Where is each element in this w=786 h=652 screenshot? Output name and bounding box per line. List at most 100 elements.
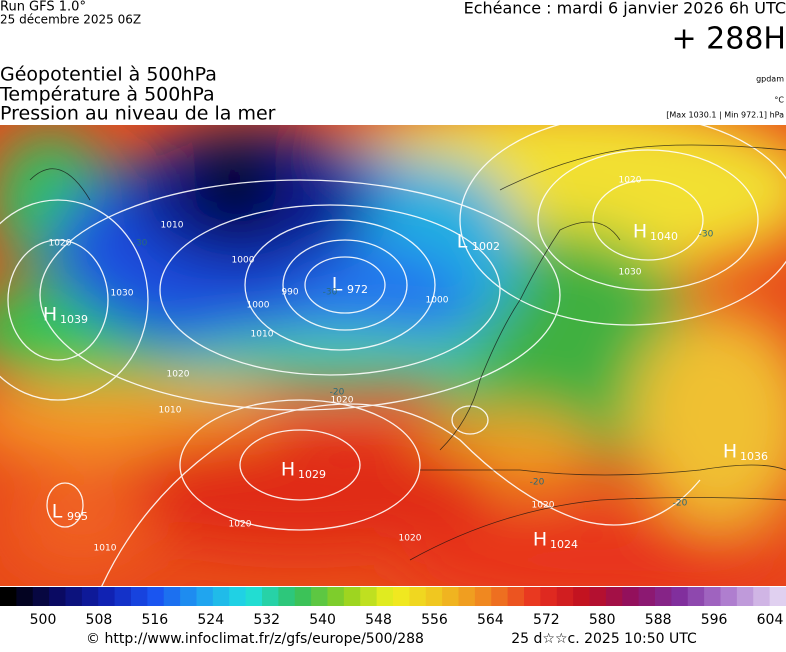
isobar-label: 1020 bbox=[532, 501, 555, 511]
isobar-label: 1010 bbox=[251, 330, 274, 340]
colorbar-label: 564 bbox=[477, 612, 504, 628]
colorbar-swatch bbox=[508, 587, 525, 606]
center-letter: L bbox=[52, 501, 63, 523]
colorbar-swatch bbox=[98, 587, 115, 606]
colorbar-label: 548 bbox=[365, 612, 392, 628]
colorbar-label: 572 bbox=[533, 612, 560, 628]
colorbar-label: 508 bbox=[86, 612, 113, 628]
map bbox=[0, 100, 786, 600]
center-pressure: 1040 bbox=[650, 230, 678, 243]
isobar-label: 1010 bbox=[159, 406, 182, 416]
unit-label: [Max 1030.1 | Min 972.1] hPa bbox=[666, 111, 784, 120]
colorbar-swatch bbox=[442, 587, 459, 606]
colorbar-swatch bbox=[622, 587, 639, 606]
isobar-label: 1020 bbox=[619, 176, 642, 186]
colorbar-swatch bbox=[557, 587, 574, 606]
temperature-label: -30 bbox=[699, 230, 714, 240]
footer-stamp: 25 d☆☆c. 2025 10:50 UTC bbox=[511, 631, 697, 647]
colorbar-swatch bbox=[328, 587, 345, 606]
colorbar-swatch bbox=[344, 587, 361, 606]
isobar-label: 1020 bbox=[49, 239, 72, 249]
isobar-label: 990 bbox=[281, 288, 298, 298]
colorbar-swatch bbox=[393, 587, 410, 606]
temperature-label: -30 bbox=[133, 239, 148, 249]
colorbar-swatch bbox=[360, 587, 377, 606]
lead-time: + 288H bbox=[672, 22, 786, 57]
run-date: 25 décembre 2025 06Z bbox=[0, 13, 141, 27]
colorbar-swatch bbox=[590, 587, 607, 606]
center-letter: H bbox=[723, 441, 737, 463]
colorbar-label: 580 bbox=[589, 612, 616, 628]
isobar-label: 1030 bbox=[619, 268, 642, 278]
colorbar-swatch bbox=[377, 587, 394, 606]
colorbar-swatch bbox=[262, 587, 279, 606]
isobar-label: 1030 bbox=[111, 289, 134, 299]
colorbar-swatch bbox=[475, 587, 492, 606]
colorbar-swatch bbox=[737, 587, 754, 606]
colorbar-swatch bbox=[229, 587, 246, 606]
center-pressure: 995 bbox=[67, 510, 88, 523]
colorbar-swatch bbox=[524, 587, 541, 606]
colorbar-swatch bbox=[688, 587, 705, 606]
isobar-label: 1000 bbox=[247, 301, 270, 311]
colorbar-swatch bbox=[180, 587, 197, 606]
center-letter: H bbox=[43, 304, 57, 326]
unit-label: gpdam bbox=[756, 75, 784, 84]
colorbar-swatch bbox=[409, 587, 426, 606]
colorbar-swatch bbox=[721, 587, 738, 606]
colorbar-label: 500 bbox=[30, 612, 57, 628]
center-pressure: 1024 bbox=[550, 538, 578, 551]
isobar-label: 1000 bbox=[426, 296, 449, 306]
temperature-label: -30 bbox=[323, 288, 338, 298]
field-title: Pression au niveau de la mer bbox=[0, 103, 276, 125]
center-letter: H bbox=[281, 459, 295, 481]
colorbar-swatch bbox=[770, 587, 786, 606]
colorbar-swatch bbox=[606, 587, 623, 606]
temperature-label: -20 bbox=[330, 388, 345, 398]
colorbar-swatch bbox=[115, 587, 132, 606]
colorbar-label: 556 bbox=[421, 612, 448, 628]
temperature-label: -20 bbox=[530, 478, 545, 488]
colorbar-swatch bbox=[704, 587, 721, 606]
unit-label: °C bbox=[774, 96, 784, 105]
colorbar-swatch bbox=[16, 587, 33, 606]
colorbar-swatch bbox=[540, 587, 557, 606]
isobar-label: 1010 bbox=[94, 544, 117, 554]
colorbar-swatch bbox=[671, 587, 688, 606]
center-pressure: 1029 bbox=[298, 468, 326, 481]
colorbar-swatch bbox=[278, 587, 295, 606]
colorbar-swatch bbox=[753, 587, 770, 606]
isobar-label: 1020 bbox=[229, 520, 252, 530]
colorbar-swatch bbox=[639, 587, 656, 606]
colorbar-swatch bbox=[295, 587, 312, 606]
center-pressure: 1002 bbox=[472, 240, 500, 253]
colorbar-swatch bbox=[164, 587, 181, 606]
colorbar-swatch bbox=[0, 587, 17, 606]
isobar-label: 1000 bbox=[232, 256, 255, 266]
colorbar-swatch bbox=[197, 587, 214, 606]
colorbar-label: 524 bbox=[197, 612, 224, 628]
colorbar-label: 532 bbox=[253, 612, 280, 628]
colorbar-swatch bbox=[213, 587, 230, 606]
colorbar-swatch bbox=[49, 587, 66, 606]
isobar-label: 1020 bbox=[399, 534, 422, 544]
colorbar-swatch bbox=[426, 587, 443, 606]
temperature-label: -20 bbox=[673, 499, 688, 509]
colorbar-swatch bbox=[311, 587, 328, 606]
center-letter: H bbox=[533, 529, 547, 551]
center-pressure: 1039 bbox=[60, 313, 88, 326]
isobar-label: 1020 bbox=[167, 370, 190, 380]
center-pressure: 1036 bbox=[740, 450, 768, 463]
colorbar-swatch bbox=[246, 587, 263, 606]
center-pressure: 972 bbox=[347, 283, 368, 296]
isobar-label: 1010 bbox=[161, 221, 184, 231]
colorbar-swatch bbox=[573, 587, 590, 606]
center-letter: H bbox=[633, 221, 647, 243]
colorbar-label: 516 bbox=[141, 612, 168, 628]
colorbar-label: 540 bbox=[309, 612, 336, 628]
colorbar-swatch bbox=[655, 587, 672, 606]
colorbar-swatch bbox=[66, 587, 83, 606]
footer-url: © http://www.infoclimat.fr/z/gfs/europe/… bbox=[86, 631, 424, 647]
colorbar-swatch bbox=[82, 587, 99, 606]
